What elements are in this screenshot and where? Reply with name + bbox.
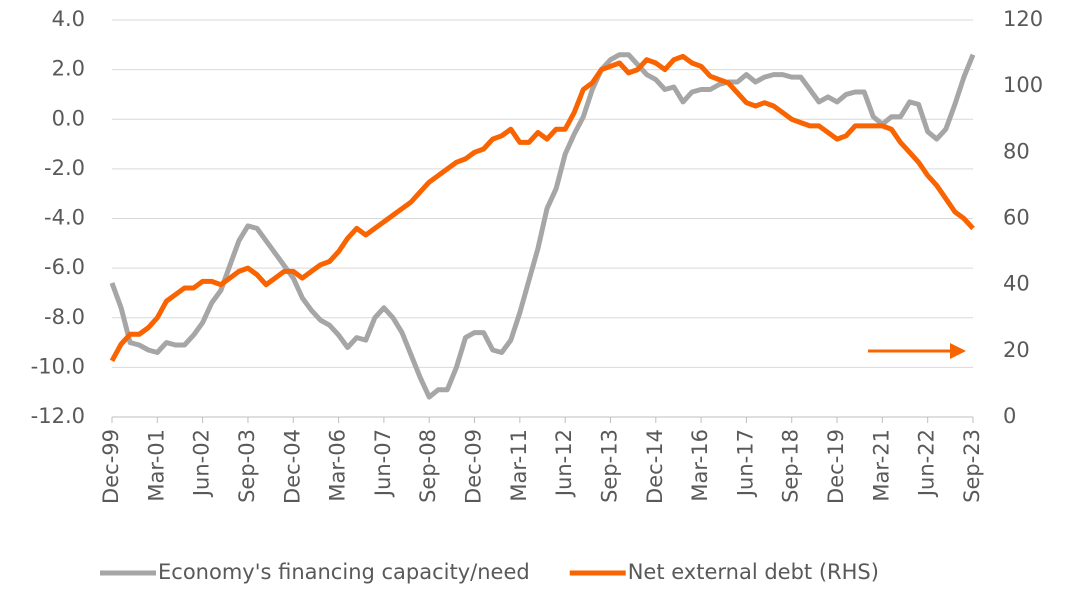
y-tick-label: -10.0: [31, 354, 85, 378]
x-tick-label: Sep-13: [597, 429, 621, 503]
x-tick-label: Dec-09: [462, 429, 486, 504]
y-tick-label: -6.0: [44, 255, 85, 279]
y-tick-label: -4.0: [44, 206, 85, 230]
legend-label: Economy's financing capacity/need: [158, 560, 530, 584]
x-tick-label: Jun-02: [190, 429, 214, 498]
annotation-arrow: [868, 343, 966, 359]
x-tick-label: Jun-17: [733, 429, 757, 498]
x-tick-label: Sep-23: [960, 429, 984, 503]
legend-item: Net external debt (RHS): [569, 560, 879, 584]
x-tick-label: Mar-01: [144, 429, 168, 502]
y-tick-label: -2.0: [44, 156, 85, 180]
series-line: [109, 53, 975, 363]
plot: -12.0 -10.0 -8.0 -6.0 -4.0 -2.0 0.0 2.0 4.0 0 20 40…: [31, 7, 1043, 584]
y2-tick-label: 0: [1003, 404, 1016, 428]
x-tick-label: Dec-14: [643, 429, 667, 504]
y-tick-label: 0.0: [52, 106, 85, 130]
y-tick-label: -12.0: [31, 404, 85, 428]
x-tick-label: Jun-12: [552, 429, 576, 498]
legend-item: Economy's financing capacity/need: [100, 560, 530, 584]
y2-tick-label: 20: [1003, 338, 1030, 362]
x-tick-label: Mar-11: [507, 429, 531, 502]
x-tick-label: Mar-21: [869, 429, 893, 502]
y-tick-label: 2.0: [52, 57, 85, 81]
x-tick-label: Mar-06: [326, 429, 350, 502]
y2-tick-label: 80: [1003, 139, 1030, 163]
x-tick-label: Sep-18: [779, 429, 803, 503]
x-tick-label: Jun-22: [915, 429, 939, 498]
x-tick-label: Mar-16: [688, 429, 712, 502]
legend-label: Net external debt (RHS): [628, 560, 879, 584]
y-tick-label: -8.0: [44, 305, 85, 329]
y2-tick-label: 100: [1003, 73, 1043, 97]
x-tick-label: Dec-04: [280, 429, 304, 504]
y2-tick-label: 40: [1003, 272, 1030, 296]
y2-tick-label: 60: [1003, 206, 1030, 230]
y2-tick-label: 120: [1003, 7, 1043, 31]
x-tick-label: Sep-03: [235, 429, 259, 503]
x-tick-label: Sep-08: [416, 429, 440, 503]
y-tick-label: 4.0: [52, 7, 85, 31]
series-line: [109, 52, 976, 400]
x-tick-label: Jun-07: [371, 429, 395, 498]
x-tick-label: Dec-99: [99, 429, 123, 504]
x-tick-label: Dec-19: [824, 429, 848, 504]
